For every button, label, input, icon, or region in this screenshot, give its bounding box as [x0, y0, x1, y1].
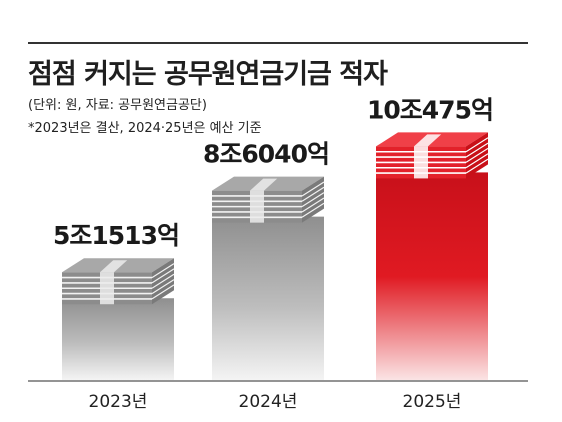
- stack-band: [100, 272, 114, 305]
- stack-band: [250, 190, 264, 223]
- footnote: *2023년은 결산, 2024·25년은 예산 기준: [28, 121, 262, 136]
- stack-band: [414, 146, 428, 179]
- value-label-3: 10조475억: [367, 95, 493, 124]
- bar-2: [212, 176, 325, 380]
- paper-line: [465, 158, 489, 174]
- paper-line: [301, 197, 325, 213]
- paper-line: [301, 186, 325, 202]
- category-label-3: 2025년: [403, 392, 462, 412]
- category-label-1: 2023년: [89, 392, 148, 412]
- bar-body: [376, 172, 488, 380]
- value-label-2: 8조6040억: [203, 140, 329, 169]
- bar-body: [212, 216, 324, 380]
- bar-3: [376, 132, 489, 380]
- chart-title: 점점 커지는 공무원연금기금 적자: [28, 59, 388, 90]
- paper-line: [301, 202, 325, 218]
- paper-line: [151, 284, 175, 300]
- paper-line: [465, 137, 489, 153]
- paper-line: [151, 263, 175, 279]
- bar-body: [62, 298, 174, 380]
- paper-line: [465, 147, 489, 163]
- paper-line: [151, 268, 175, 284]
- value-label-1: 5조1513억: [53, 221, 179, 250]
- category-label-2: 2024년: [239, 392, 298, 412]
- unit-source-note: (단위: 원, 자료: 공무원연금공단): [28, 98, 207, 113]
- bar-1: [62, 258, 175, 380]
- paper-line: [151, 273, 175, 289]
- stack-band-top: [100, 260, 128, 273]
- paper-line: [301, 181, 325, 197]
- top-rule: [28, 42, 528, 44]
- paper-line: [465, 142, 489, 158]
- stack-band-top: [414, 134, 442, 147]
- paper-line: [151, 279, 175, 295]
- paper-line: [465, 153, 489, 169]
- stack-band-top: [250, 178, 278, 191]
- paper-line: [301, 192, 325, 208]
